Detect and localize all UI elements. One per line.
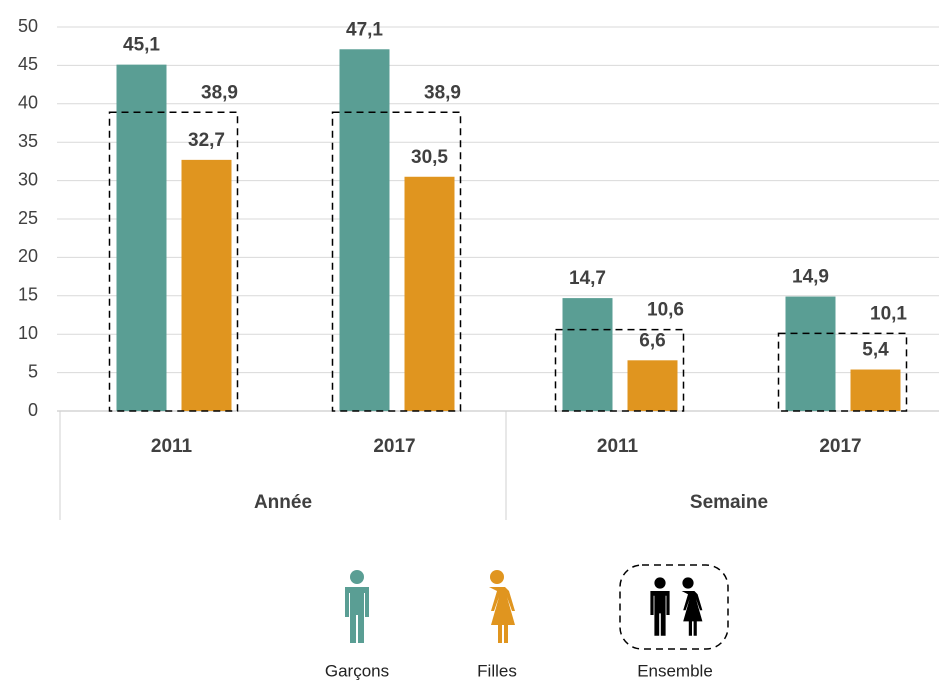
group-label: Semaine: [690, 492, 768, 513]
legend-icon-pair: [650, 577, 703, 636]
bar: [404, 176, 455, 411]
icon-part: [350, 570, 364, 584]
ensemble-box: [777, 332, 908, 412]
value-label: 38,9: [201, 82, 238, 103]
legend-label: Garçons: [325, 661, 389, 680]
value-label: 45,1: [123, 35, 160, 56]
icon-part: [681, 591, 703, 636]
value-label: 47,1: [346, 19, 383, 40]
icon-part: [345, 587, 369, 643]
value-label: 14,7: [569, 268, 606, 289]
value-label: 10,1: [870, 303, 907, 324]
x-tick-label: 2011: [151, 436, 193, 457]
value-label: 32,7: [188, 130, 225, 151]
value-label: 38,9: [424, 82, 461, 103]
y-tick-label: 30: [18, 169, 38, 189]
value-label: 10,6: [647, 300, 684, 321]
legend-icon: [619, 564, 729, 650]
legend-box: [619, 564, 729, 650]
value-label: 30,5: [411, 147, 448, 168]
y-tick-label: 45: [18, 54, 38, 74]
value-label: 6,6: [639, 330, 665, 351]
legend-icon: [489, 570, 515, 643]
y-tick-label: 5: [28, 361, 38, 381]
x-tick-label: 2017: [373, 436, 415, 457]
y-tick-label: 15: [18, 285, 38, 305]
icon-part: [654, 577, 666, 589]
icon-part: [682, 577, 694, 589]
y-tick-label: 0: [28, 400, 38, 420]
legend-icon: [345, 570, 369, 643]
icon: [681, 577, 703, 636]
value-label: 14,9: [792, 267, 829, 288]
value-label: 5,4: [862, 340, 889, 361]
y-tick-label: 25: [18, 208, 38, 228]
x-tick-label: 2011: [597, 436, 639, 457]
legend-label: Ensemble: [637, 661, 713, 680]
bar: [181, 159, 232, 411]
ensemble-box: [331, 111, 462, 412]
bar: [785, 296, 836, 411]
bar: [339, 49, 390, 411]
bar: [562, 298, 613, 411]
group-label: Année: [254, 492, 312, 513]
legend-label: Filles: [477, 661, 517, 680]
icon-part: [489, 587, 515, 643]
bar: [116, 64, 167, 411]
y-tick-label: 40: [18, 93, 38, 113]
icon: [650, 577, 670, 636]
ensemble-box: [108, 111, 239, 412]
y-tick-label: 35: [18, 131, 38, 151]
y-tick-label: 50: [18, 16, 38, 36]
x-tick-label: 2017: [819, 436, 861, 457]
y-tick-label: 20: [18, 246, 38, 266]
icon-part: [650, 591, 670, 636]
bar: [850, 369, 901, 411]
icon-part: [490, 570, 504, 584]
y-tick-label: 10: [18, 323, 38, 343]
bar: [627, 360, 678, 411]
ensemble-box: [554, 328, 685, 412]
